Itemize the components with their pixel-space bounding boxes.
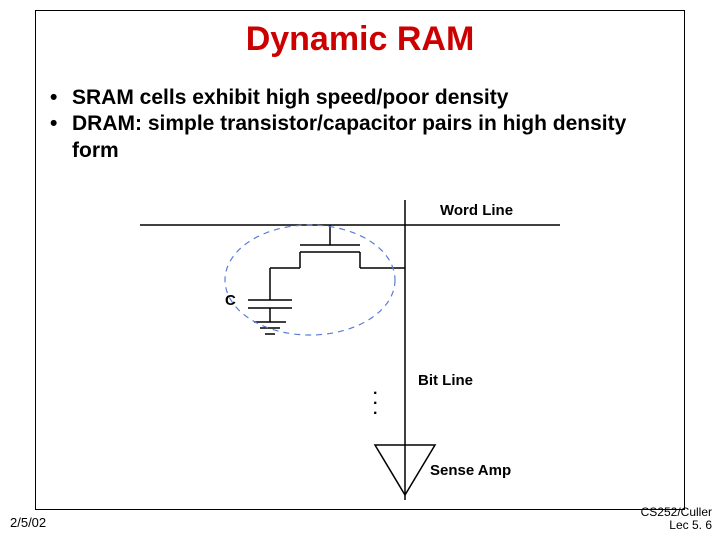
bit-line-label: Bit Line: [418, 372, 473, 389]
footer-date: 2/5/02: [10, 515, 46, 530]
bullet-list: • SRAM cells exhibit high speed/poor den…: [50, 85, 670, 164]
title-text: Dynamic RAM: [246, 20, 475, 58]
capacitor-label: C: [225, 292, 236, 309]
footer-lecture-text: Lec 5. 6: [669, 518, 712, 532]
vertical-ellipsis: ...: [373, 385, 377, 415]
bullet-item: • SRAM cells exhibit high speed/poor den…: [50, 85, 670, 111]
bullet-item: • DRAM: simple transistor/capacitor pair…: [50, 111, 670, 164]
footer-course-text: CS252/Culler: [641, 505, 712, 519]
bullet-text: DRAM: simple transistor/capacitor pairs …: [72, 111, 670, 164]
sense-amp-label: Sense Amp: [430, 462, 511, 479]
dram-cell-diagram: Word Line Bit Line Sense Amp C ...: [130, 200, 570, 505]
page-title: Dynamic RAM: [0, 20, 720, 59]
bullet-dot: •: [50, 111, 72, 164]
bullet-dot: •: [50, 85, 72, 111]
bullet-text: SRAM cells exhibit high speed/poor densi…: [72, 85, 508, 111]
circuit-svg: [130, 200, 570, 505]
word-line-label: Word Line: [440, 202, 513, 219]
footer-course: CS252/Culler Lec 5. 6: [641, 506, 712, 532]
